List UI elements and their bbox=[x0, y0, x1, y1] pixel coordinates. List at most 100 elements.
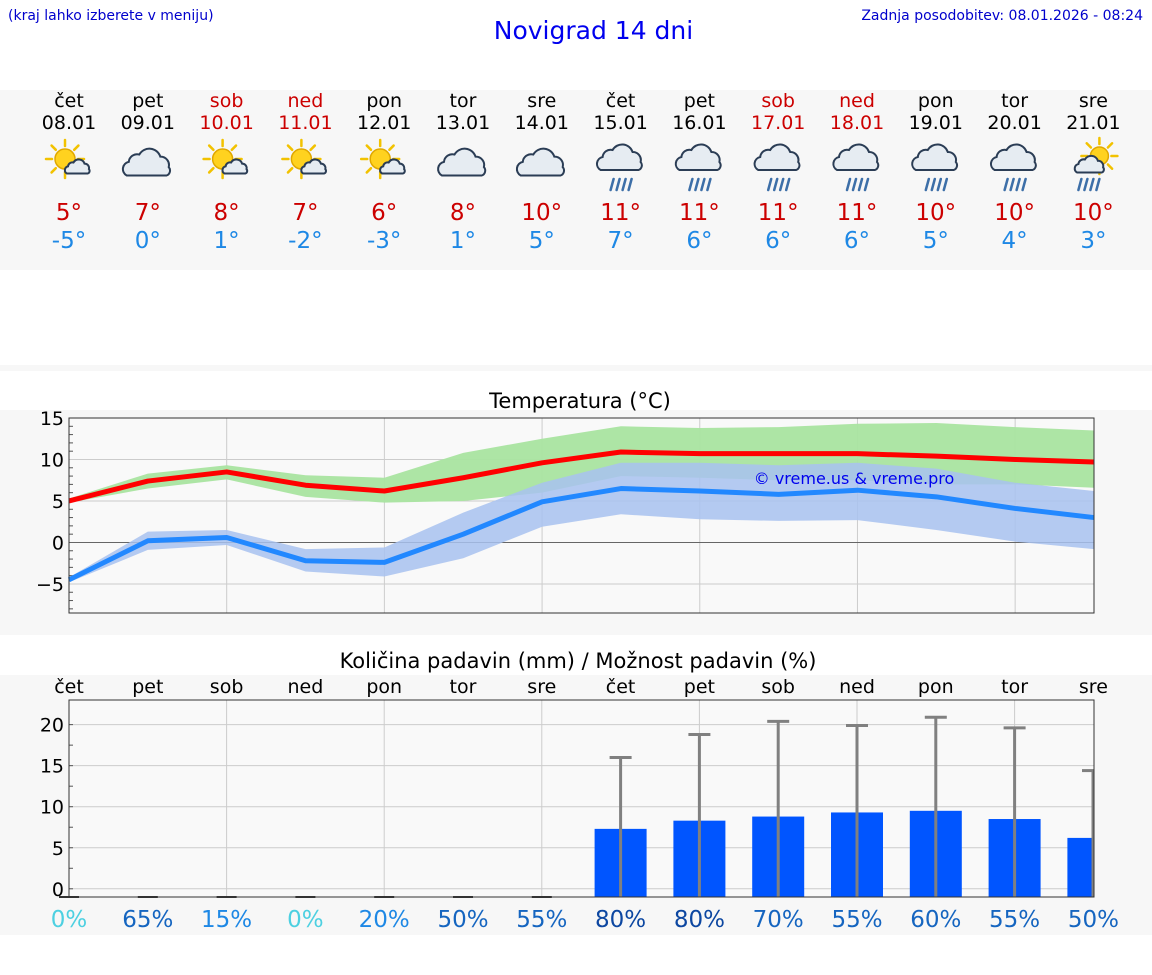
x-category-label: sob bbox=[761, 676, 795, 698]
max-temperature: 8° bbox=[214, 200, 240, 226]
day-name: pon bbox=[366, 90, 402, 112]
max-temperature: 11° bbox=[758, 200, 799, 226]
cloud-rain-icon bbox=[990, 143, 1037, 192]
sun-ray bbox=[1106, 142, 1114, 149]
cloud-rain-icon bbox=[753, 143, 801, 192]
day-name: čet bbox=[54, 90, 84, 112]
precipitation-probability: 80% bbox=[595, 907, 646, 933]
rain-drop bbox=[1009, 177, 1015, 192]
sun-ray bbox=[50, 166, 58, 174]
max-temperature: 10° bbox=[994, 200, 1035, 226]
page-title: Novigrad 14 dni bbox=[493, 16, 694, 45]
day-date: 09.01 bbox=[121, 112, 175, 134]
precipitation-probability: 15% bbox=[201, 907, 252, 933]
rain-drop bbox=[609, 177, 615, 192]
cloud-shape bbox=[1073, 154, 1105, 174]
y-tick-label: 20 bbox=[40, 715, 64, 737]
day-name: ned bbox=[839, 90, 875, 112]
min-temperature: 5° bbox=[923, 228, 949, 254]
precipitation-probability: 50% bbox=[437, 907, 488, 933]
sun-ray bbox=[230, 144, 238, 152]
day-name: sob bbox=[761, 90, 795, 112]
precipitation-probability: 70% bbox=[753, 907, 804, 933]
cloud-shape bbox=[221, 158, 249, 175]
max-temperature: 6° bbox=[371, 200, 397, 226]
y-tick-label: 15 bbox=[40, 756, 64, 778]
rain-drop bbox=[845, 177, 852, 192]
y-tick-label: −5 bbox=[36, 574, 64, 596]
x-category-label: sre bbox=[1079, 676, 1108, 698]
sun-ray bbox=[286, 166, 294, 174]
sun-cloud-icon bbox=[202, 138, 249, 180]
rain-drop bbox=[1015, 177, 1021, 192]
max-temperature: 7° bbox=[292, 200, 318, 226]
precipitation-bar bbox=[1067, 837, 1094, 897]
y-tick-label: 0 bbox=[52, 879, 64, 901]
y-tick-label: 15 bbox=[40, 408, 64, 430]
sun-ray bbox=[309, 144, 317, 152]
sun-ray bbox=[207, 144, 215, 152]
day-date: 16.01 bbox=[672, 112, 726, 134]
cloud-shape bbox=[674, 143, 722, 171]
precipitation-probability: 65% bbox=[122, 907, 173, 933]
sun-ray bbox=[1085, 142, 1093, 149]
x-category-label: čet bbox=[606, 676, 636, 698]
day-date: 18.01 bbox=[830, 112, 884, 134]
x-category-label: ned bbox=[839, 676, 875, 698]
cloud-shape bbox=[753, 143, 801, 171]
precipitation-probability: 50% bbox=[1068, 907, 1119, 933]
max-temperature-line bbox=[68, 449, 1095, 504]
x-category-label: tor bbox=[1001, 676, 1028, 698]
cloud-icon bbox=[121, 147, 171, 177]
precipitation-probability: 80% bbox=[674, 907, 725, 933]
precipitation-probability: 0% bbox=[51, 907, 88, 933]
precipitation-probability: 20% bbox=[359, 907, 410, 933]
max-temperature: 5° bbox=[56, 200, 82, 226]
rain-drop bbox=[615, 177, 621, 192]
rain-drop bbox=[1077, 177, 1083, 192]
precipitation-chart: čet pet sob ned pon tor sre čet pet sob ned pon tor s… bbox=[40, 676, 1119, 933]
sun-cloud-icon bbox=[359, 138, 406, 180]
y-tick-label: 10 bbox=[40, 449, 64, 471]
max-temperature-range bbox=[69, 422, 1094, 503]
day-name: sre bbox=[527, 90, 556, 112]
rain-drop bbox=[694, 177, 700, 192]
day-date: 21.01 bbox=[1066, 112, 1120, 134]
sun-ray bbox=[207, 166, 215, 174]
rain-drop bbox=[863, 177, 870, 192]
min-temperature-line bbox=[67, 486, 1095, 583]
rain-drop bbox=[1089, 177, 1095, 192]
cloud-shape bbox=[990, 143, 1037, 171]
min-temperature: 0° bbox=[135, 228, 161, 254]
min-temperature: 4° bbox=[1002, 228, 1028, 254]
min-temperature: -2° bbox=[288, 228, 322, 254]
precipitation-probability: 55% bbox=[516, 907, 567, 933]
day-name: tor bbox=[1001, 90, 1028, 112]
sun-ray bbox=[388, 144, 395, 152]
rain-drop bbox=[1021, 177, 1027, 192]
rain-drop bbox=[706, 177, 712, 192]
rain-drop bbox=[851, 177, 858, 192]
day-date: 20.01 bbox=[987, 112, 1041, 134]
sun-ray bbox=[1106, 163, 1114, 170]
rain-drop bbox=[766, 177, 773, 192]
max-temperature: 10° bbox=[521, 200, 562, 226]
rain-drop bbox=[930, 177, 937, 192]
max-temperature: 10° bbox=[1073, 200, 1114, 226]
sun-ray bbox=[72, 144, 80, 152]
day-date: 12.01 bbox=[357, 112, 411, 134]
day-date: 10.01 bbox=[199, 112, 253, 134]
separator-band bbox=[0, 365, 1152, 371]
day-date: 11.01 bbox=[278, 112, 332, 134]
cloud-shape bbox=[63, 158, 91, 175]
forecast-strip-background bbox=[0, 90, 1152, 270]
rain-drop bbox=[778, 177, 785, 192]
y-tick-label: 10 bbox=[40, 797, 64, 819]
